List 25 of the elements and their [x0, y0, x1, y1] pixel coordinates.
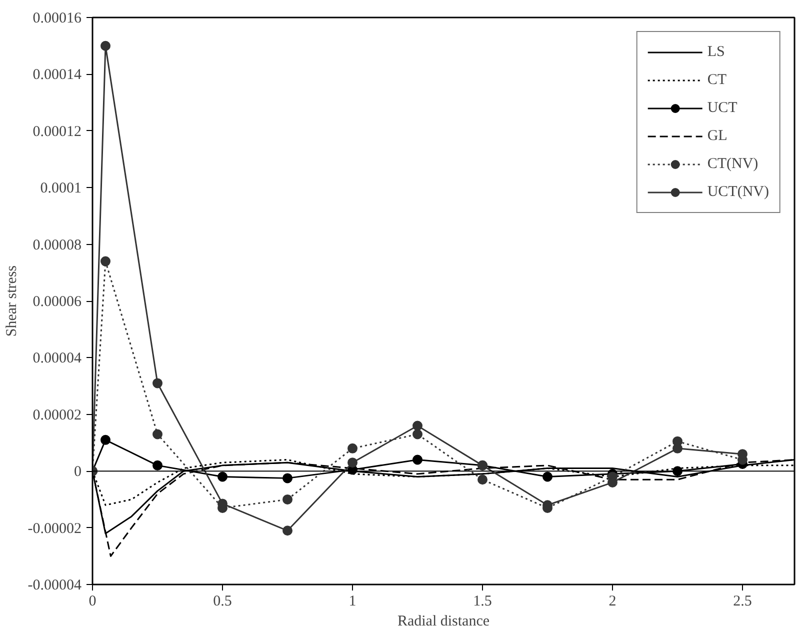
x-tick-label: 1.5: [473, 594, 492, 610]
legend-label: GL: [707, 128, 728, 144]
x-tick-label: 0: [88, 594, 96, 610]
y-tick-label: 0.00006: [32, 294, 82, 310]
y-tick-label: 0.00004: [32, 350, 82, 367]
x-tick-label: 0.5: [213, 594, 232, 610]
legend-label: UCT: [707, 100, 738, 116]
x-tick-label: 2: [608, 594, 616, 610]
y-tick-label: 0.00014: [32, 67, 82, 84]
y-tick-label: 0.00002: [32, 407, 82, 424]
y-axis-title: Shear stress: [4, 265, 20, 337]
legend-label: CT(NV): [707, 156, 758, 172]
legend-label: CT: [707, 72, 728, 88]
y-tick-label: 0.00012: [32, 124, 82, 140]
legend-label: LS: [707, 44, 726, 60]
legend-label: UCT(NV): [707, 184, 769, 200]
y-tick-label: -0.00004: [28, 578, 82, 594]
x-tick-label: 2.5: [733, 594, 752, 610]
y-tick-label: 0.00008: [32, 237, 82, 254]
y-tick-label: 0: [74, 464, 82, 480]
y-tick-label: -0.00002: [28, 520, 82, 537]
y-tick-label: 0.00016: [32, 10, 82, 26]
x-axis-title: Radial distance: [397, 614, 490, 630]
y-tick-label: 0.0001: [40, 180, 82, 197]
x-tick-label: 1: [348, 594, 356, 610]
